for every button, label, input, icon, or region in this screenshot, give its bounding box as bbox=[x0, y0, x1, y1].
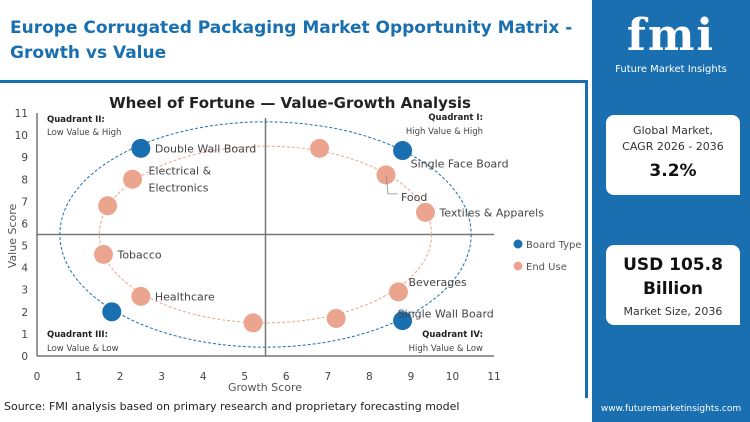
point-label: Single Wall Board bbox=[398, 308, 494, 321]
point-label: Tobacco bbox=[116, 248, 161, 261]
quadrant-2-label: Quadrant II: Low Value & High bbox=[47, 115, 121, 138]
chart-title: Wheel of Fortune — Value-Growth Analysis bbox=[109, 94, 471, 112]
legend-marker-board-type bbox=[513, 239, 523, 249]
market-size-value-1: USD 105.8 bbox=[623, 255, 723, 275]
data-point bbox=[93, 244, 113, 264]
legend: Board Type End Use bbox=[513, 239, 582, 273]
series-ellipse-0 bbox=[59, 121, 472, 348]
fmi-logo: fmi Future Market Insights bbox=[615, 10, 727, 75]
x-tick-label: 11 bbox=[487, 371, 500, 383]
svg-text:High Value & High: High Value & High bbox=[406, 127, 483, 137]
data-point bbox=[388, 282, 408, 302]
point-label: Healthcare bbox=[155, 290, 215, 303]
y-tick-label: 1 bbox=[21, 329, 28, 341]
quadrant-4-label: Quadrant IV: High Value & Low bbox=[409, 330, 483, 354]
market-size-label: Market Size, 2036 bbox=[623, 305, 723, 318]
legend-marker-end-use bbox=[513, 261, 523, 271]
source-note: Source: FMI analysis based on primary re… bbox=[4, 400, 460, 413]
y-tick-label: 7 bbox=[21, 196, 28, 208]
point-label: Electronics bbox=[149, 181, 209, 194]
x-tick-label: 9 bbox=[408, 371, 415, 383]
y-tick-label: 0 bbox=[21, 351, 28, 363]
svg-text:Low Value & Low: Low Value & Low bbox=[47, 344, 119, 354]
svg-text:Quadrant I:: Quadrant I: bbox=[428, 113, 483, 123]
x-tick-label: 5 bbox=[241, 371, 248, 383]
data-point bbox=[326, 308, 346, 328]
website-link[interactable]: www.futuremarketinsights.com bbox=[600, 404, 742, 414]
label-leader bbox=[385, 174, 398, 195]
y-tick-label: 8 bbox=[21, 174, 28, 186]
data-point bbox=[98, 196, 118, 216]
x-tick-label: 3 bbox=[158, 371, 165, 383]
y-tick-label: 4 bbox=[21, 263, 28, 275]
cagr-value: 3.2% bbox=[649, 161, 697, 181]
svg-text:Quadrant IV:: Quadrant IV: bbox=[422, 330, 483, 340]
market-size-card: USD 105.8 Billion Market Size, 2036 bbox=[606, 245, 740, 325]
chart-frame bbox=[0, 80, 588, 398]
x-tick-label: 1 bbox=[75, 371, 82, 383]
x-tick-label: 7 bbox=[324, 371, 331, 383]
y-axis-label: Value Score bbox=[6, 204, 19, 269]
page-title: Europe Corrugated Packaging Market Oppor… bbox=[10, 18, 573, 63]
y-tick-label: 6 bbox=[21, 218, 28, 230]
data-point bbox=[415, 202, 435, 222]
opportunity-matrix-chart: Wheel of Fortune — Value-Growth Analysis… bbox=[6, 94, 582, 394]
data-point bbox=[310, 138, 330, 158]
y-tick-label: 9 bbox=[21, 152, 28, 164]
data-point bbox=[102, 302, 122, 322]
cagr-label-1: Global Market, bbox=[633, 124, 713, 137]
x-tick-label: 2 bbox=[117, 371, 124, 383]
y-tick-label: 10 bbox=[15, 130, 28, 142]
x-tick-label: 8 bbox=[366, 371, 373, 383]
x-tick-label: 4 bbox=[200, 371, 207, 383]
x-tick-label: 6 bbox=[283, 371, 290, 383]
point-label: Electrical & bbox=[149, 164, 212, 177]
legend-label-end-use: End Use bbox=[526, 262, 567, 273]
point-label: Single Face Board bbox=[411, 158, 509, 171]
quadrant-1-label: Quadrant I: High Value & High bbox=[406, 113, 483, 137]
x-axis-label: Growth Score bbox=[228, 381, 302, 394]
data-point bbox=[131, 138, 151, 158]
y-tick-label: 3 bbox=[21, 285, 28, 297]
data-point bbox=[123, 169, 143, 189]
series-ellipse-1 bbox=[98, 145, 433, 324]
y-tick-label: 2 bbox=[21, 307, 28, 319]
svg-text:Quadrant II:: Quadrant II: bbox=[47, 115, 105, 125]
data-point bbox=[393, 141, 413, 161]
market-size-value-2: Billion bbox=[642, 279, 704, 299]
point-label: Beverages bbox=[408, 276, 467, 289]
x-tick-label: 0 bbox=[34, 371, 41, 383]
y-tick-label: 5 bbox=[21, 241, 28, 253]
data-point bbox=[243, 313, 263, 333]
svg-text:High Value & Low: High Value & Low bbox=[409, 344, 483, 354]
point-label: Textiles & Apparels bbox=[438, 206, 544, 219]
cagr-label-2: CAGR 2026 - 2036 bbox=[622, 140, 724, 153]
point-label: Food bbox=[401, 191, 427, 204]
cagr-card: Global Market, CAGR 2026 - 2036 3.2% bbox=[606, 115, 740, 195]
quadrant-3-label: Quadrant III: Low Value & Low bbox=[47, 330, 119, 354]
data-point bbox=[393, 311, 413, 331]
svg-text:Low Value & High: Low Value & High bbox=[47, 128, 121, 138]
summary-panel: fmi Future Market Insights Global Market… bbox=[592, 0, 750, 422]
svg-text:Quadrant III:: Quadrant III: bbox=[47, 330, 108, 340]
point-label: Double Wall Board bbox=[155, 142, 256, 155]
x-tick-label: 10 bbox=[446, 371, 459, 383]
y-tick-label: 11 bbox=[15, 108, 28, 120]
legend-label-board-type: Board Type bbox=[526, 240, 582, 251]
data-point bbox=[131, 286, 151, 306]
